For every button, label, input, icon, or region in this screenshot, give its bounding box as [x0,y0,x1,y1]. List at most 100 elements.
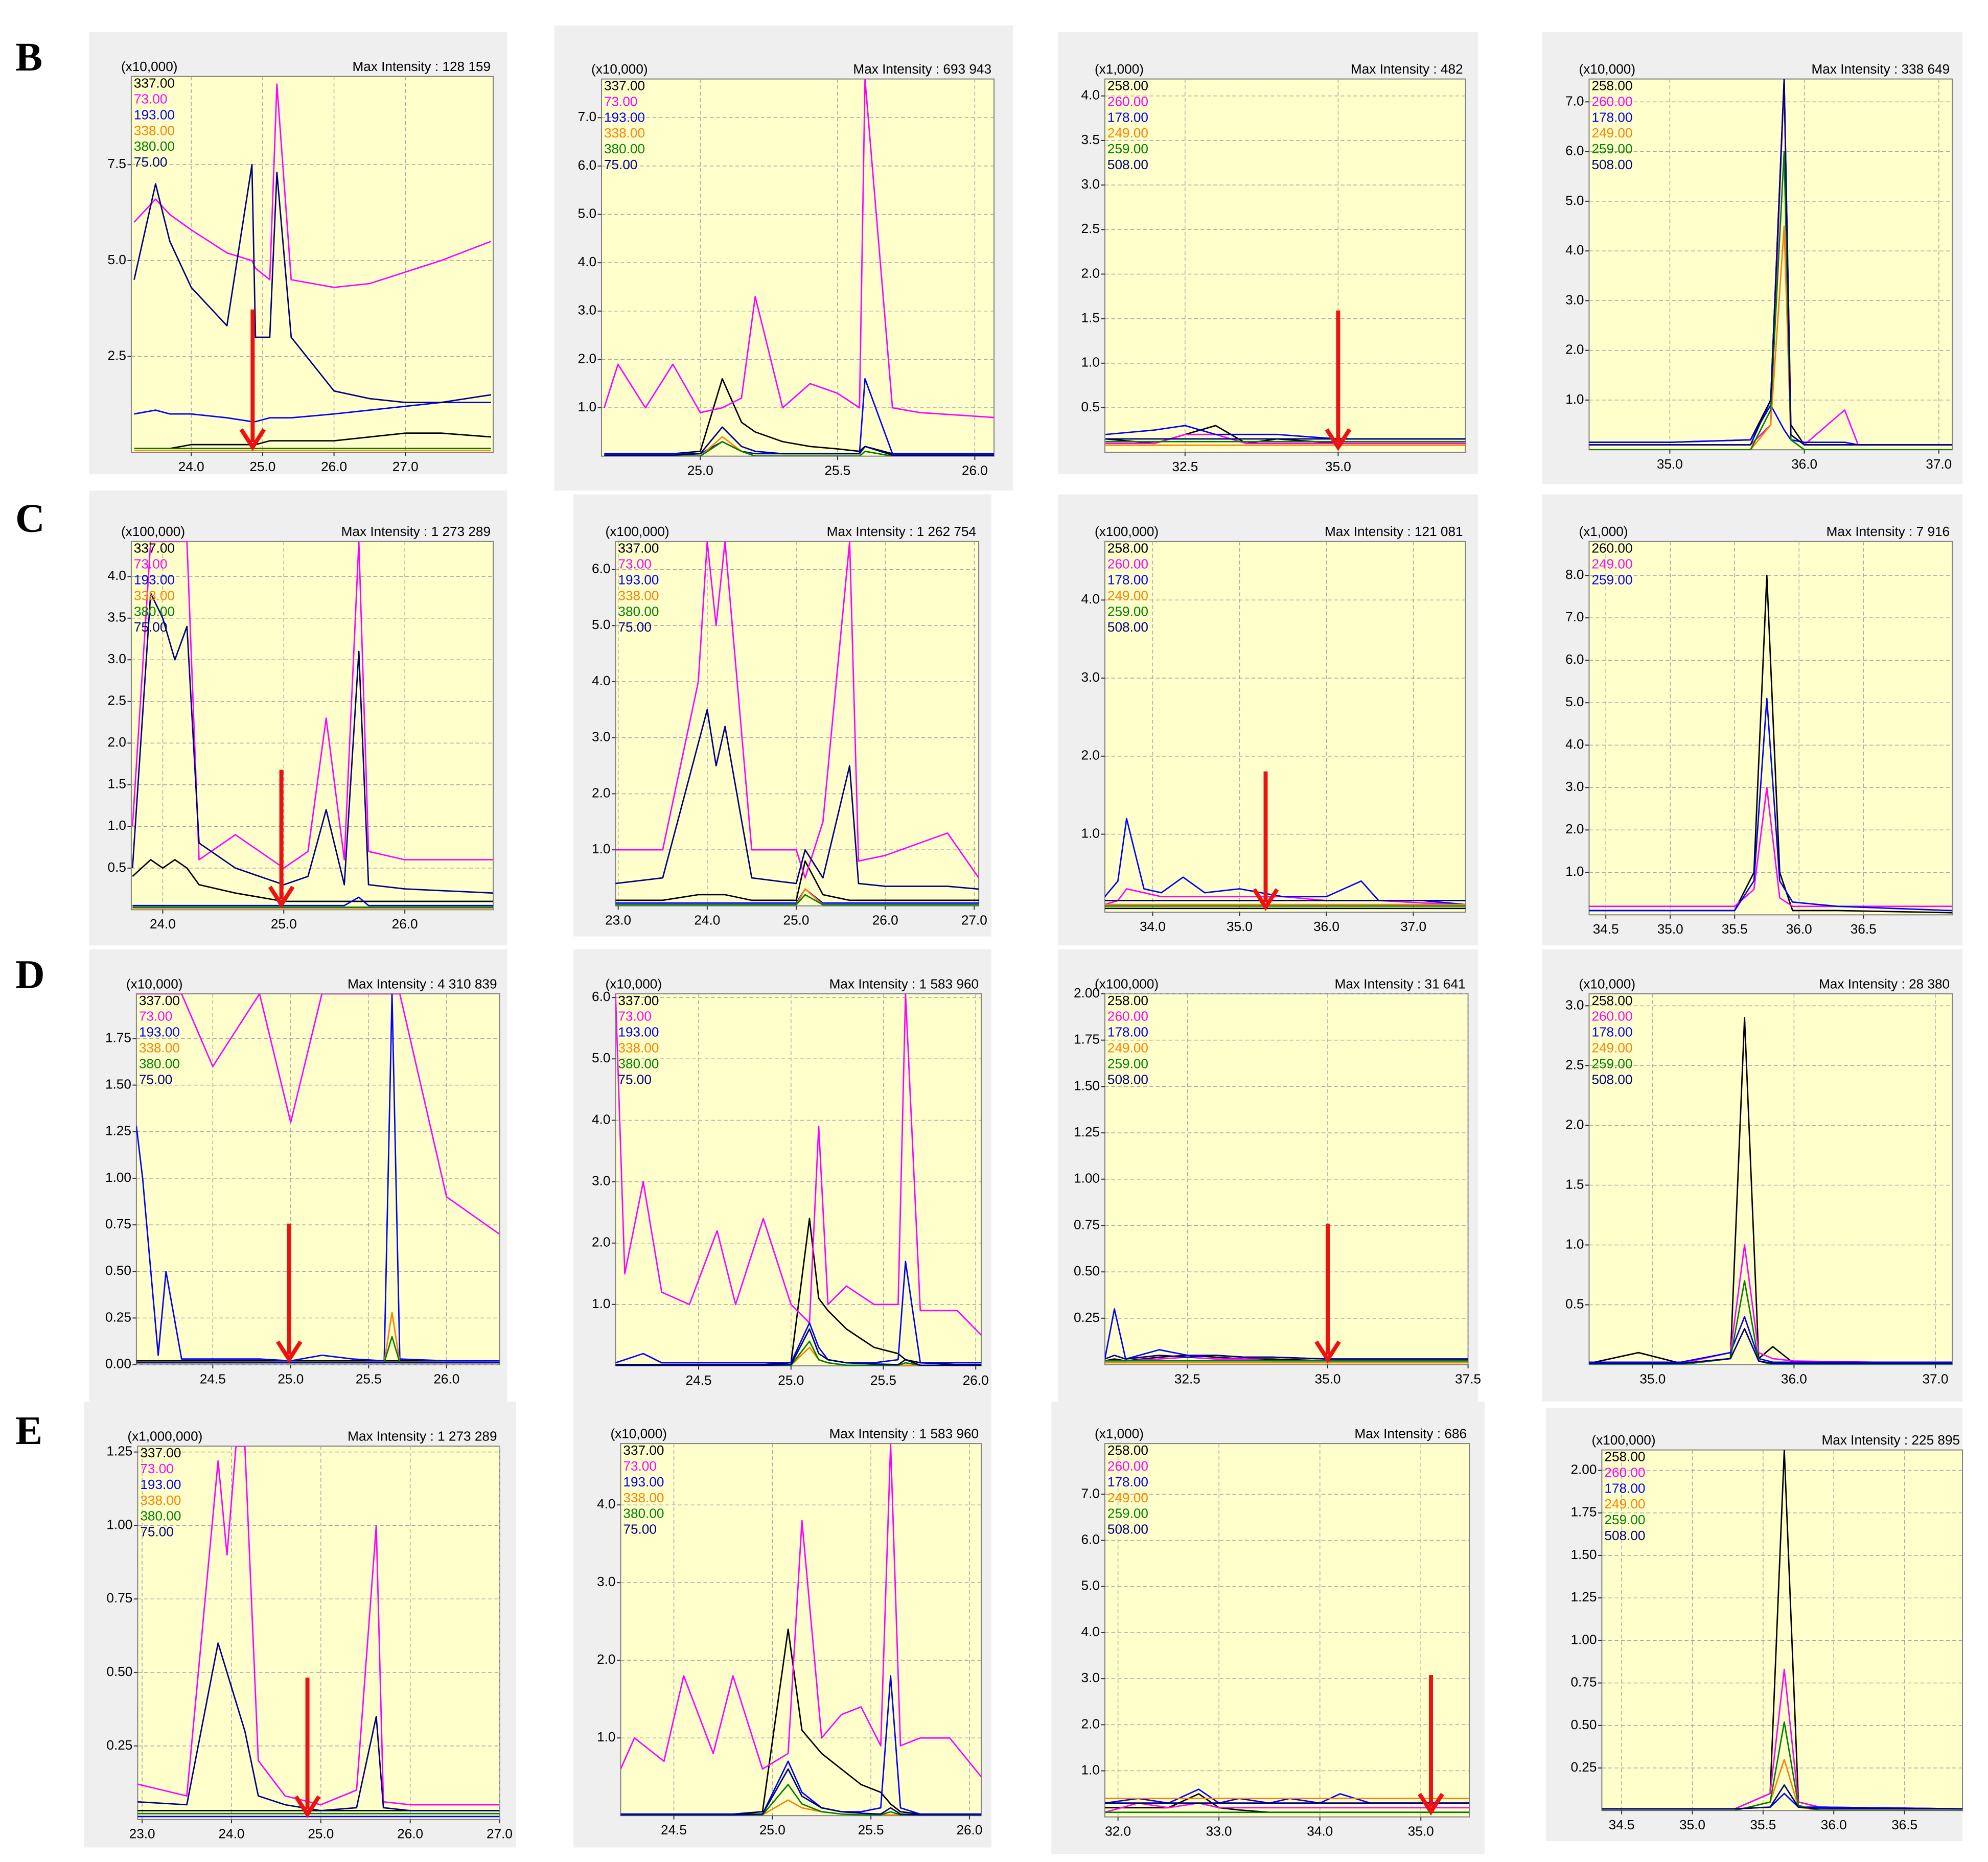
y-tick-label: 1.0 [592,841,610,856]
legend-entry: 380.00 [618,1056,659,1071]
y-tick-label: 3.0 [592,1173,610,1189]
y-tick-label: 3.0 [597,1574,615,1589]
legend-entry: 73.00 [134,91,167,106]
x-tick-label: 25.0 [308,1826,334,1842]
x-tick-label: 34.0 [1140,919,1166,934]
legend-entry: 508.00 [1591,1072,1632,1087]
scale-label: (x100,000) [605,524,669,539]
y-tick-label: 1.5 [108,776,126,792]
y-tick-label: 3.0 [1081,176,1100,192]
plot-content [1589,574,1953,914]
y-tick-label: 0.50 [1074,1263,1100,1278]
trace [1105,433,1466,445]
legend-entry: 259.00 [1107,1506,1148,1521]
trace [136,993,500,1235]
x-tick-label: 35.0 [1657,456,1683,472]
scale-label: (x10,000) [1579,61,1636,77]
y-tick-label: 0.50 [106,1664,132,1679]
trace [615,709,979,890]
chart-panel: 25.0 25.5 26.0 1.0 2.0 3.0 4.0 5.0 6.0 7.0 (x10,00… [554,25,1013,491]
legend-entry: 178.00 [1107,1474,1148,1489]
legend-entry: 337.00 [623,1442,664,1458]
legend-entry: 73.00 [623,1458,657,1474]
y-tick-label: 5.0 [1565,694,1584,709]
scale-label: (x10,000) [1579,976,1636,991]
x-tick-label: 24.0 [218,1826,244,1842]
legend-entry: 380.00 [604,141,645,156]
plot-content [620,1444,982,1816]
legend-entry: 337.00 [134,541,175,556]
y-tick-label: 1.0 [1081,355,1100,370]
scale-label: (x1,000) [1095,1426,1144,1441]
y-tick-label: 4.0 [1081,591,1100,607]
y-tick-label: 6.0 [578,157,596,173]
legend-entry: 508.00 [1107,1522,1148,1537]
y-tick-label: 0.75 [1074,1217,1100,1232]
x-tick-label: 37.0 [1400,919,1426,934]
x-tick-label: 36.0 [1781,1371,1807,1386]
scale-label: (x10,000) [126,976,183,991]
y-tick-label: 2.5 [108,347,126,363]
y-tick-label: 3.0 [108,651,126,666]
x-tick-label: 33.0 [1206,1824,1232,1839]
trace [1589,225,1953,450]
trace [132,896,494,906]
legend-entry: 259.00 [1107,1056,1148,1071]
trace [615,541,979,879]
trace [1589,697,1953,912]
plot-content [131,541,494,909]
y-tick-label: 6.0 [1081,1531,1100,1547]
trace [133,164,492,403]
y-tick-label: 1.0 [108,818,126,833]
row-label: D [15,952,45,997]
y-tick-label: 3.0 [1565,997,1584,1012]
x-tick-label: 34.5 [1593,921,1619,937]
legend-entry: 338.00 [139,1040,180,1056]
legend-entry: 380.00 [134,603,175,619]
y-tick-label: 1.5 [1565,1176,1584,1192]
legend-entry: 249.00 [1107,588,1148,603]
legend-entry: 338.00 [618,588,659,603]
legend-entry: 260.00 [1107,1458,1148,1474]
trace [1104,818,1466,905]
y-tick-label: 2.00 [1570,1461,1597,1477]
y-tick-label: 1.50 [105,1077,131,1092]
x-tick-label: 35.0 [1679,1817,1705,1832]
legend-entry: 258.00 [1107,541,1148,556]
plot-area [615,541,980,906]
plot-area [135,993,500,1365]
trace [620,1768,982,1816]
y-tick-label: 4.0 [1565,736,1584,752]
legend-entry: 260.00 [1107,94,1148,109]
y-tick-label: 1.5 [1081,310,1100,325]
y-tick-label: 1.0 [1081,1762,1100,1777]
legend-entry: 193.00 [618,572,659,587]
y-tick-label: 2.5 [108,693,126,708]
max-intensity: Max Intensity : 693 943 [853,61,991,77]
y-tick-label: 6.0 [1565,651,1584,667]
plot-content [136,993,500,1364]
legend-entry: 380.00 [618,603,659,619]
chart-panel: 34.5 35.0 35.5 36.0 36.5 0.25 0.50 0.75 1.00 1.25… [1545,1408,1963,1842]
legend-entry: 337.00 [604,78,645,93]
legend-entry: 258.00 [1107,993,1148,1008]
trace [1589,1328,1953,1364]
x-tick-label: 27.0 [392,459,419,474]
legend-entry: 259.00 [1591,1056,1632,1071]
x-tick-label: 27.0 [487,1826,513,1842]
legend-entry: 338.00 [140,1493,181,1508]
legend-entry: 337.00 [140,1445,181,1460]
y-tick-label: 1.0 [1565,1236,1584,1251]
x-tick-label: 34.0 [1307,1824,1333,1839]
y-tick-label: 1.25 [105,1123,131,1138]
trace [615,860,979,901]
legend-entry: 260.00 [1591,94,1632,109]
y-tick-label: 7.0 [1565,93,1584,108]
arrow-head [275,1340,303,1363]
chart-panel: 34.5 35.0 35.5 36.0 36.5 1.0 2.0 3.0 4.0 5.0 6.0 7.… [1542,494,1963,946]
legend-entry: 380.00 [134,138,175,154]
x-tick-label: 32.0 [1105,1824,1131,1839]
legend-entry: 258.00 [1604,1449,1645,1464]
y-tick-label: 4.0 [578,254,596,269]
